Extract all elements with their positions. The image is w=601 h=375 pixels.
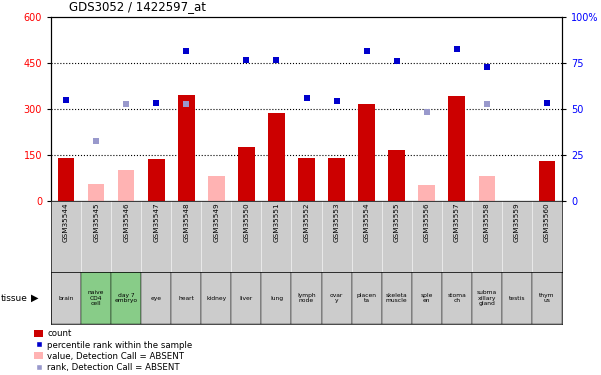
Text: thym
us: thym us	[539, 293, 555, 303]
Bar	[352, 272, 382, 324]
Text: GSM35559: GSM35559	[514, 203, 520, 242]
Text: GSM35551: GSM35551	[273, 203, 279, 242]
Bar	[328, 158, 345, 201]
Text: eye: eye	[151, 296, 162, 301]
Text: placen
ta: placen ta	[356, 293, 377, 303]
Point	[422, 109, 432, 115]
Bar	[382, 272, 412, 324]
Bar	[118, 170, 135, 201]
Text: GSM35554: GSM35554	[364, 203, 370, 242]
Text: GSM35549: GSM35549	[213, 203, 219, 242]
Bar	[111, 272, 141, 324]
Point	[542, 100, 552, 106]
Bar	[322, 272, 352, 324]
Text: GSM35550: GSM35550	[243, 203, 249, 242]
Bar	[148, 159, 165, 201]
Point	[151, 100, 161, 106]
Bar	[442, 272, 472, 324]
Bar	[171, 272, 201, 324]
Bar	[298, 158, 315, 201]
Text: brain: brain	[58, 296, 74, 301]
Point	[302, 95, 311, 101]
Text: subma
xillary
gland: subma xillary gland	[477, 290, 497, 306]
Text: lung: lung	[270, 296, 283, 301]
Bar	[478, 176, 495, 201]
Bar	[388, 150, 405, 201]
Bar	[358, 104, 375, 201]
Text: day 7
embryo: day 7 embryo	[115, 293, 138, 303]
Point	[182, 101, 191, 107]
Bar	[261, 272, 291, 324]
Bar	[448, 96, 465, 201]
Point	[482, 101, 492, 107]
Text: liver: liver	[240, 296, 253, 301]
Point	[392, 58, 401, 64]
Text: GSM35545: GSM35545	[93, 203, 99, 242]
Text: GSM35548: GSM35548	[183, 203, 189, 242]
Bar	[51, 272, 81, 324]
Text: kidney: kidney	[206, 296, 227, 301]
Text: GSM35547: GSM35547	[153, 203, 159, 242]
Bar	[291, 272, 322, 324]
Bar	[418, 185, 435, 201]
Bar	[178, 95, 195, 201]
Text: heart: heart	[178, 296, 194, 301]
Bar	[502, 272, 532, 324]
Text: GSM35553: GSM35553	[334, 203, 340, 242]
Bar	[201, 272, 231, 324]
Point	[182, 48, 191, 54]
Bar	[268, 113, 285, 201]
Text: lymph
node: lymph node	[297, 293, 316, 303]
Text: GSM35555: GSM35555	[394, 203, 400, 242]
Text: GSM35552: GSM35552	[304, 203, 310, 242]
Bar	[538, 161, 555, 201]
Text: GSM35544: GSM35544	[63, 203, 69, 242]
Point	[91, 138, 101, 144]
Point	[362, 48, 371, 54]
Point	[242, 57, 251, 63]
Text: naive
CD4
cell: naive CD4 cell	[88, 290, 105, 306]
Point	[452, 46, 462, 52]
Text: GSM35558: GSM35558	[484, 203, 490, 242]
Text: stoma
ch: stoma ch	[447, 293, 466, 303]
Point	[482, 64, 492, 70]
Bar	[58, 158, 75, 201]
Bar	[472, 272, 502, 324]
Bar	[412, 272, 442, 324]
Bar	[238, 147, 255, 201]
Text: GSM35560: GSM35560	[544, 203, 550, 242]
Point	[121, 101, 131, 107]
Text: GSM35546: GSM35546	[123, 203, 129, 242]
Bar	[81, 272, 111, 324]
Bar	[231, 272, 261, 324]
Text: testis: testis	[508, 296, 525, 301]
Text: GSM35557: GSM35557	[454, 203, 460, 242]
Bar	[88, 184, 105, 201]
Point	[272, 57, 281, 63]
Bar	[532, 272, 562, 324]
Text: GDS3052 / 1422597_at: GDS3052 / 1422597_at	[69, 0, 206, 13]
Text: skeleta
muscle: skeleta muscle	[386, 293, 407, 303]
Text: ovar
y: ovar y	[330, 293, 343, 303]
Legend: count, percentile rank within the sample, value, Detection Call = ABSENT, rank, : count, percentile rank within the sample…	[34, 329, 192, 372]
Bar	[141, 272, 171, 324]
Text: GSM35556: GSM35556	[424, 203, 430, 242]
Point	[332, 98, 341, 104]
Text: tissue: tissue	[1, 294, 28, 303]
Point	[61, 97, 71, 103]
Bar	[208, 176, 225, 201]
Text: ▶: ▶	[31, 293, 38, 303]
Text: sple
en: sple en	[421, 293, 433, 303]
